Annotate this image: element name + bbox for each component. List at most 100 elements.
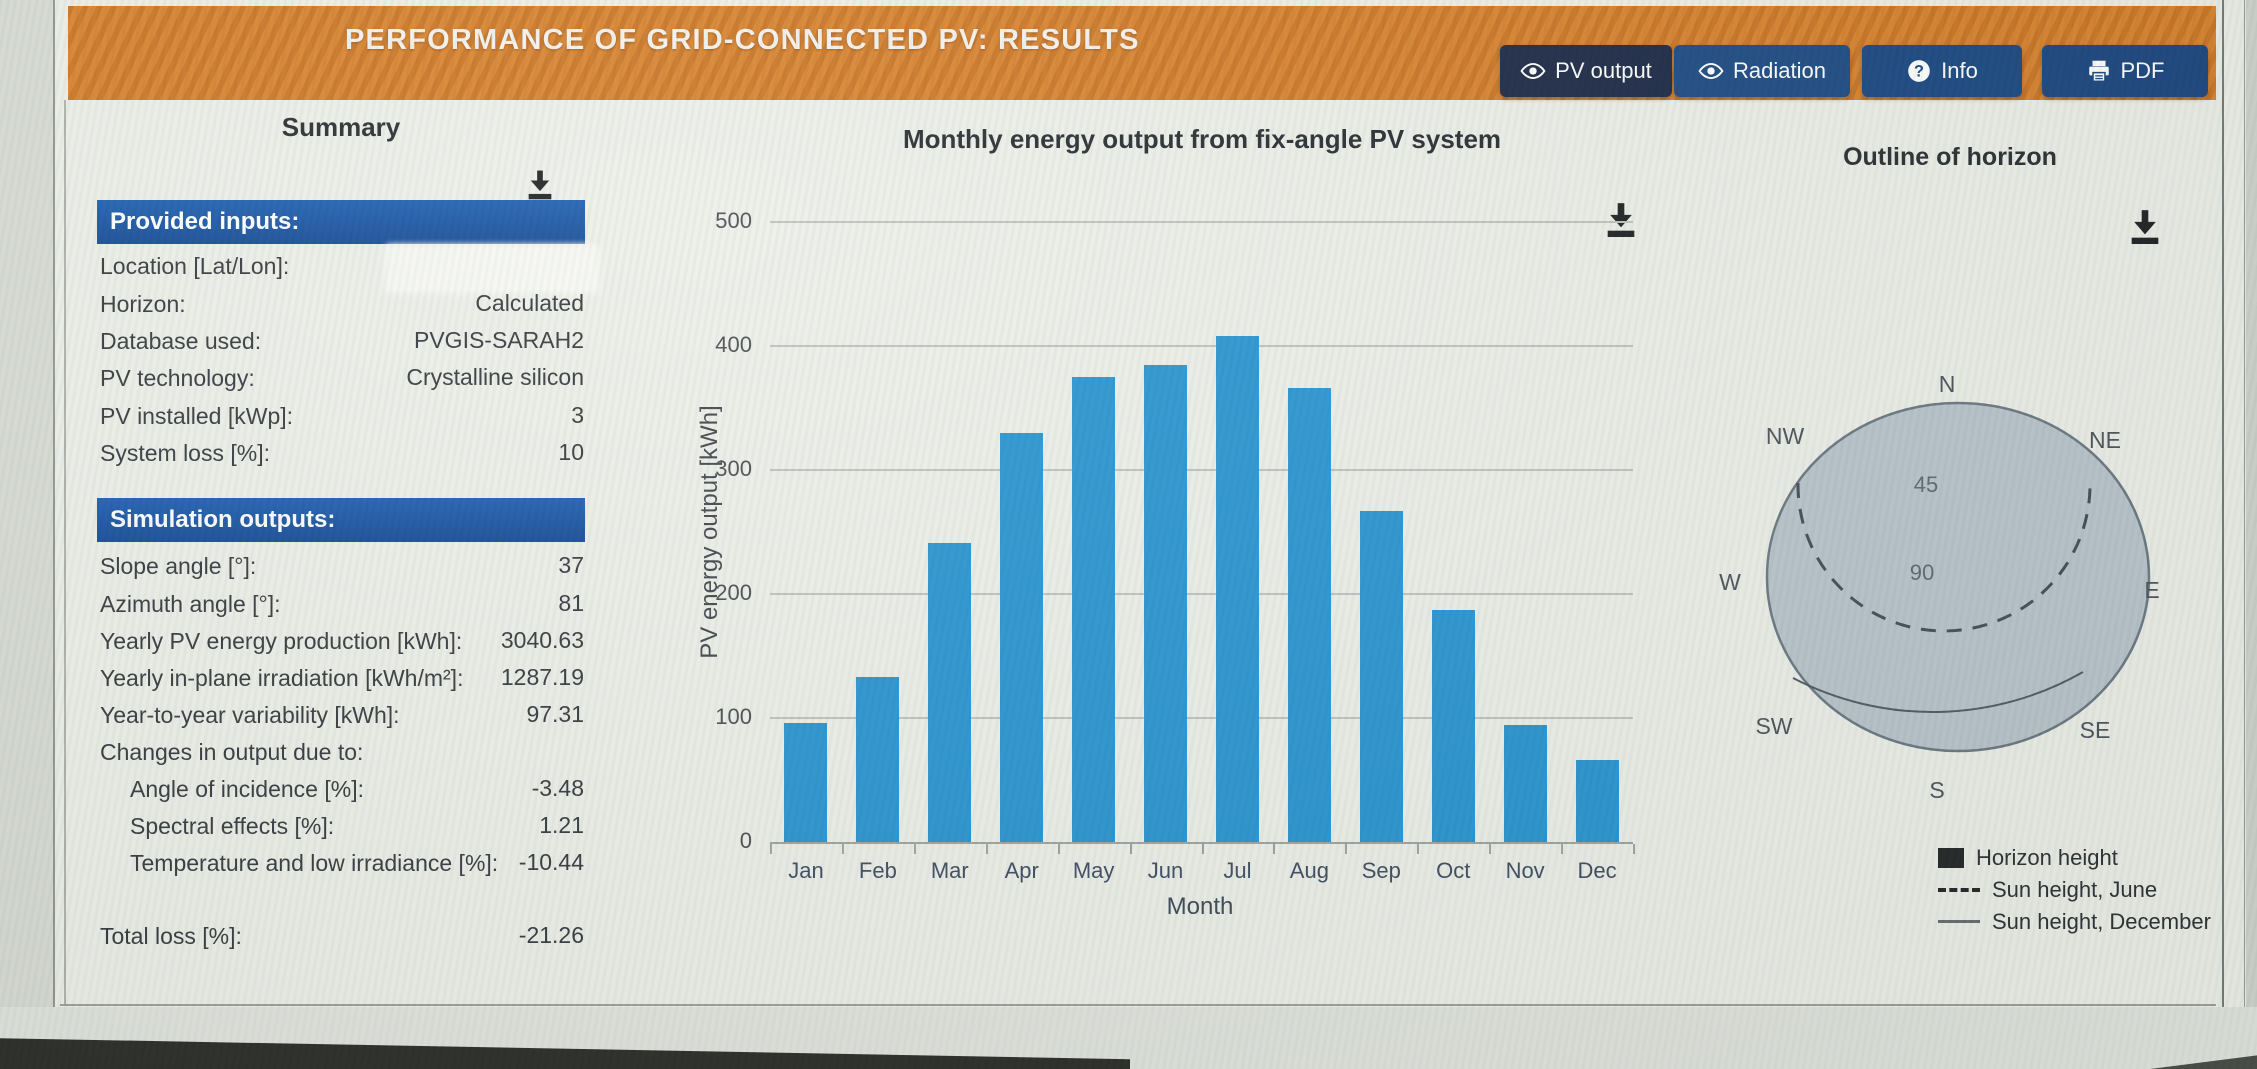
legend-label: Horizon height [1976, 844, 2118, 870]
radial-tick-90: 90 [1910, 560, 1934, 585]
x-axis-tick [985, 844, 988, 854]
header-bar [68, 6, 2216, 100]
eye-icon [1698, 62, 1724, 80]
x-tick-label-nov: Nov [1505, 858, 1545, 883]
row-label: Yearly in-plane irradiation [kWh/m²]: [100, 665, 464, 691]
y-tick-label: 400 [715, 332, 752, 357]
row-label: Total loss [%]: [100, 923, 242, 949]
row-value: 97.31 [526, 701, 584, 727]
content-bottom-border [60, 1004, 2216, 1006]
y-tick-label: 100 [715, 704, 752, 729]
x-axis-tick [1489, 844, 1492, 854]
bar-jul [1215, 336, 1259, 842]
row-label: Horizon: [100, 291, 186, 317]
row-label: PV technology: [100, 365, 255, 391]
x-tick-label-apr: Apr [1004, 858, 1039, 883]
solid-line-swatch-icon [1938, 920, 1980, 923]
x-tick-label-mar: Mar [930, 858, 969, 883]
row-value: -3.48 [531, 775, 584, 801]
row-label: Angle of incidence [%]: [130, 776, 364, 802]
row-value: 1287.19 [500, 664, 584, 690]
x-tick-label-aug: Aug [1289, 858, 1329, 883]
horizon-legend: Horizon height Sun height, June Sun heig… [1938, 843, 2211, 936]
chart-title: Monthly energy output from fix-angle PV … [902, 124, 1502, 154]
compass-label-s: S [1929, 777, 1944, 800]
printer-icon [2088, 60, 2109, 83]
bar-apr [1000, 432, 1044, 842]
row-value: Crystalline silicon [406, 364, 584, 390]
x-tick-label-jun: Jun [1147, 858, 1184, 883]
x-tick-label-jul: Jul [1223, 858, 1252, 883]
x-tick-label-jan: Jan [788, 858, 824, 883]
eye-icon [1520, 62, 1546, 80]
x-axis-tick [1057, 844, 1060, 854]
simulation-outputs-header: Simulation outputs: [97, 498, 585, 542]
screen-right-edge [2222, 0, 2224, 1010]
bar-dec [1575, 760, 1619, 842]
chart-x-axis-label: Month [1166, 893, 1234, 920]
compass-label-e: E [2144, 577, 2159, 603]
x-axis-tick [1273, 844, 1276, 854]
location-value-redacted [388, 248, 596, 290]
bar-sep [1359, 510, 1403, 842]
question-circle-icon: ? [1908, 60, 1930, 82]
screen-right-edge-2 [2244, 0, 2245, 1010]
compass-label-sw: SW [1755, 713, 1792, 739]
pdf-button[interactable]: PDF [2042, 45, 2208, 97]
legend-label: Sun height, June [1992, 876, 2158, 902]
x-tick-label-may: May [1072, 858, 1115, 883]
download-icon[interactable] [523, 164, 557, 204]
y-tick-label: 300 [715, 456, 752, 481]
row-value: Calculated [475, 290, 584, 316]
y-tick-label: 500 [715, 208, 752, 233]
legend-item: Sun height, December [1938, 907, 2211, 936]
radiation-button-label: Radiation [1733, 58, 1826, 83]
row-value: 10 [558, 439, 584, 465]
svg-text:?: ? [1914, 62, 1924, 80]
legend-label: Sun height, December [1992, 908, 2211, 934]
compass-label-w: W [1719, 569, 1741, 595]
radial-tick-45: 45 [1914, 472, 1938, 497]
x-tick-label-dec: Dec [1577, 858, 1617, 883]
y-gridline [770, 221, 1633, 223]
info-button[interactable]: ? Info [1862, 45, 2022, 97]
x-axis-line [770, 842, 1633, 844]
compass-label-ne: NE [2089, 427, 2121, 453]
row-label: System loss [%]: [100, 440, 270, 466]
row-label: Database used: [100, 328, 262, 354]
row-label: Location [Lat/Lon]: [100, 253, 290, 279]
y-gridline [770, 717, 1633, 719]
page-title: PERFORMANCE OF GRID-CONNECTED PV: RESULT… [345, 24, 1140, 56]
x-axis-tick [770, 844, 772, 854]
download-icon[interactable] [2125, 203, 2165, 249]
bar-may [1072, 377, 1116, 842]
horizon-height-area [1765, 401, 2151, 753]
row-label: PV installed [kWp]: [100, 403, 294, 429]
summary-heading: Summary [281, 112, 401, 142]
row-label: Temperature and low irradiance [%]: [130, 850, 499, 876]
y-gridline [770, 469, 1633, 471]
row-value: 1.21 [539, 812, 584, 838]
y-gridline [770, 345, 1633, 347]
compass-label-se: SE [2080, 717, 2111, 743]
row-value: 3 [571, 402, 584, 428]
x-axis-tick [1561, 844, 1564, 854]
pv-output-button[interactable]: PV output [1500, 45, 1672, 97]
sun-path-december-line [1792, 671, 2084, 714]
bar-jun [1144, 364, 1188, 842]
bar-jan [784, 722, 828, 842]
row-label: Slope angle [°]: [100, 553, 257, 579]
y-tick-label: 200 [715, 580, 752, 605]
radiation-button[interactable]: Radiation [1674, 45, 1850, 97]
row-value: -10.44 [518, 849, 584, 875]
x-axis-tick [913, 844, 916, 854]
horizon-polar-plot: N NE E SE S SW W NW 45 90 [1719, 371, 2160, 800]
screen-left-margin [0, 0, 54, 1069]
bar-feb [856, 677, 900, 842]
compass-label-n: N [1939, 371, 1956, 397]
x-tick-label-feb: Feb [858, 858, 897, 883]
y-gridline [770, 593, 1633, 595]
x-axis-tick [841, 844, 844, 854]
row-value: PVGIS-SARAH2 [414, 327, 584, 353]
